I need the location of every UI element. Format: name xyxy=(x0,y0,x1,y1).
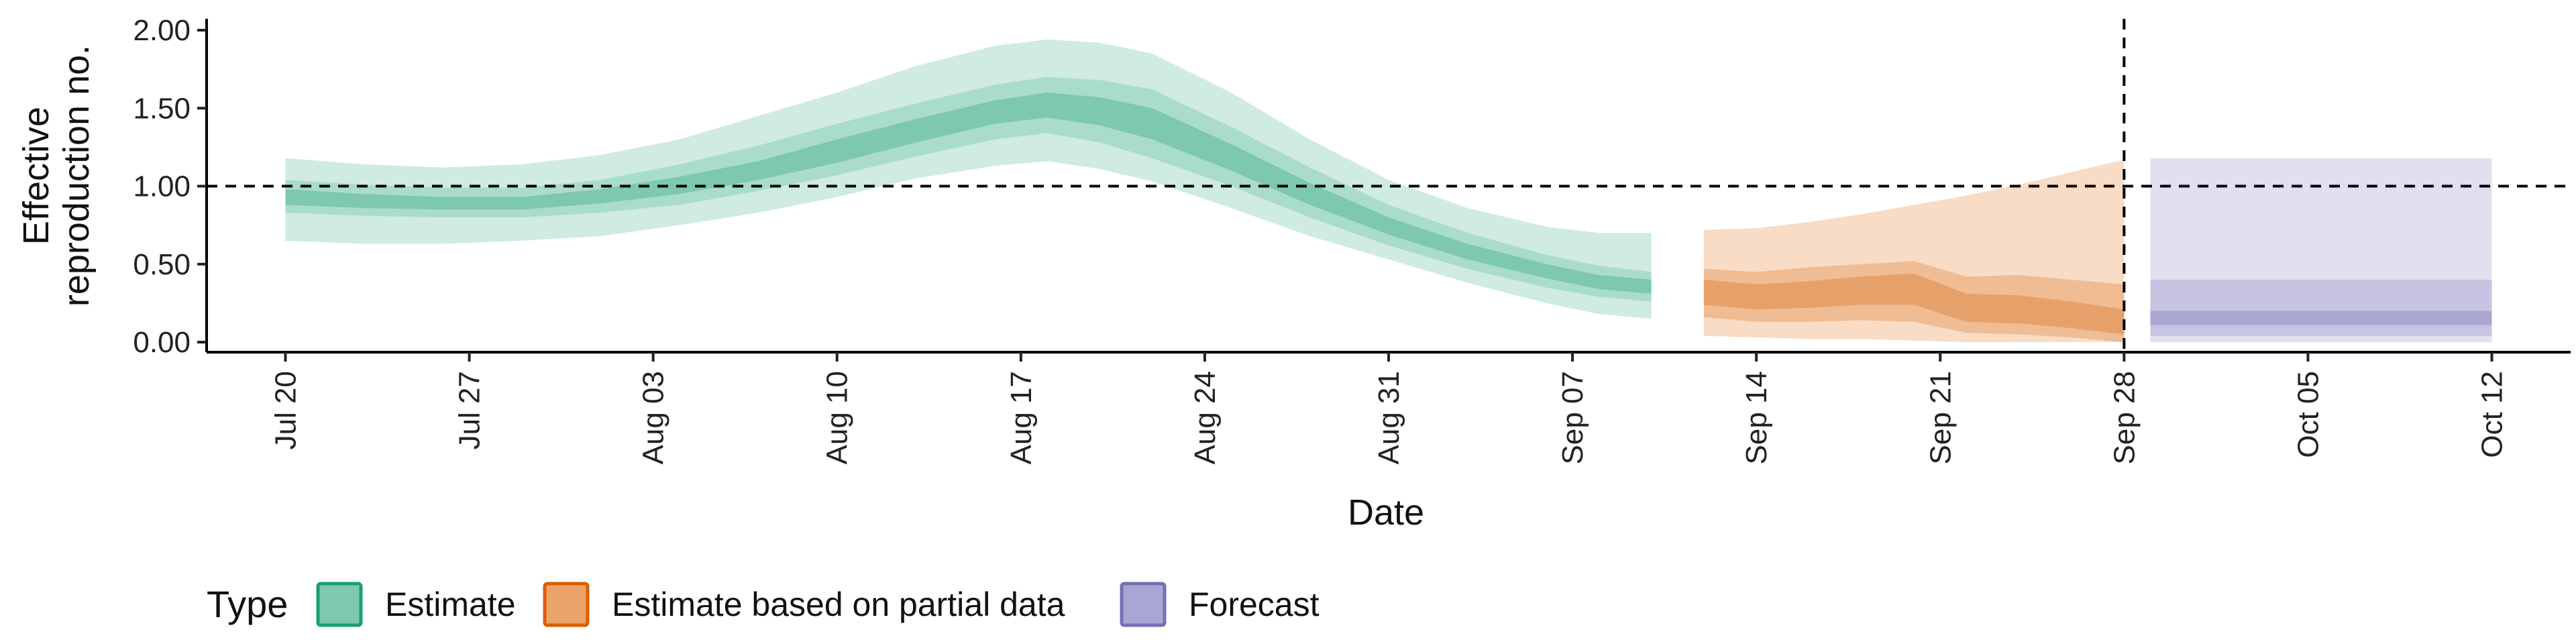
x-tick-label: Aug 10 xyxy=(821,371,854,464)
plot-area xyxy=(207,19,2571,352)
legend-key-forecast xyxy=(1120,582,1167,627)
legend-key-partial xyxy=(543,582,590,627)
x-tick-label: Sep 21 xyxy=(1924,371,1957,464)
forecast-band-50 xyxy=(2150,311,2492,325)
x-tick-label: Aug 17 xyxy=(1005,371,1038,464)
y-tick-label: 2.00 xyxy=(133,14,191,47)
x-tick-label: Sep 28 xyxy=(2108,371,2141,464)
x-tick-label: Aug 03 xyxy=(637,371,670,464)
legend-title: Type xyxy=(207,583,288,625)
y-tick-label: 0.00 xyxy=(133,326,191,359)
y-tick-label: 0.50 xyxy=(133,248,191,281)
forecast-band-90 xyxy=(2150,280,2492,336)
x-axis-title: Date xyxy=(1348,492,1424,533)
estimate-band-outer xyxy=(285,39,1652,319)
x-tick-label: Jul 27 xyxy=(453,371,486,449)
x-tick-label: Sep 07 xyxy=(1556,371,1589,464)
x-tick-label: Jul 20 xyxy=(270,371,303,449)
x-tick-label: Aug 31 xyxy=(1373,371,1405,464)
y-axis-title-line2: reproduction no. xyxy=(56,45,97,307)
x-tick-label: Oct 12 xyxy=(2476,371,2509,458)
x-tick-label: Oct 05 xyxy=(2292,371,2324,458)
legend-key-estimate xyxy=(316,582,363,627)
legend-label-estimate: Estimate xyxy=(385,586,516,623)
x-tick-label: Sep 14 xyxy=(1740,371,1773,464)
legend-label-forecast: Forecast xyxy=(1189,586,1320,623)
y-axis-title-line1: Effective xyxy=(16,107,56,245)
partial-band-50 xyxy=(1703,273,2125,335)
legend: Type Estimate Estimate based on partial … xyxy=(207,582,1320,627)
x-tick-label: Aug 24 xyxy=(1189,371,1222,464)
y-tick-label: 1.00 xyxy=(133,170,191,203)
legend-label-partial: Estimate based on partial data xyxy=(612,586,1065,623)
axes: 0.00 0.50 1.00 1.50 2.00 Jul 20 Jul 27 Aug 03 Au… xyxy=(133,14,2571,464)
y-tick-label: 1.50 xyxy=(133,92,191,125)
